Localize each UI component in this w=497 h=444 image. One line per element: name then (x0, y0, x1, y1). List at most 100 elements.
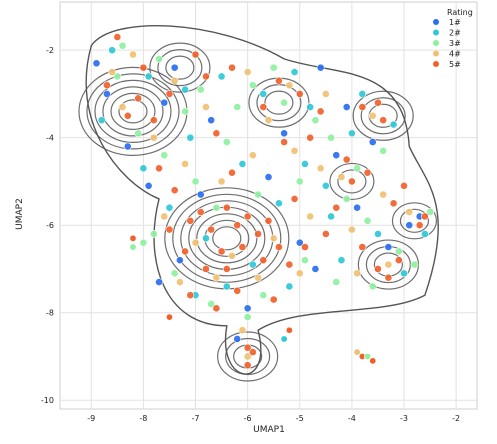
x-tick-label: -3 (400, 414, 408, 423)
data-point (327, 212, 335, 221)
data-point (358, 103, 367, 111)
data-point (186, 133, 195, 142)
data-point (321, 90, 330, 98)
data-point (342, 155, 351, 164)
data-point (238, 243, 247, 251)
data-point (311, 265, 320, 273)
density-contour (357, 239, 419, 290)
outlier-point (364, 352, 372, 360)
x-tick-label: -7 (192, 414, 200, 423)
data-point (306, 103, 315, 111)
data-point (212, 304, 221, 313)
x-tick-label: -8 (139, 414, 147, 423)
plot-area (59, 1, 478, 410)
x-tick-label: -5 (296, 414, 304, 423)
data-point (202, 265, 210, 273)
data-point (332, 203, 341, 212)
data-point (103, 90, 111, 98)
data-point (207, 225, 216, 234)
data-point (92, 59, 101, 68)
data-point (275, 243, 283, 251)
data-point (311, 116, 320, 125)
data-point (280, 98, 289, 107)
density-contour (217, 331, 279, 382)
density-contour (118, 99, 148, 124)
density-contour (264, 90, 294, 115)
data-point (347, 177, 356, 186)
data-point (259, 291, 268, 300)
data-point (149, 116, 158, 125)
data-point (222, 203, 231, 212)
data-point (420, 230, 429, 238)
data-point (165, 90, 174, 98)
data-point (321, 230, 330, 238)
data-point (113, 72, 122, 81)
data-point (285, 81, 294, 90)
y-tick-label: -4 (46, 134, 54, 143)
data-point (368, 282, 377, 291)
data-point (384, 273, 393, 282)
density-contour (225, 337, 271, 376)
outlier-point (129, 243, 137, 251)
data-point (181, 160, 189, 168)
data-point (212, 203, 221, 212)
density-contour (94, 79, 172, 144)
data-point (280, 138, 289, 146)
data-point (243, 212, 252, 221)
data-point (332, 151, 341, 160)
data-point (196, 85, 205, 94)
data-point (254, 273, 262, 282)
data-point (170, 76, 179, 85)
legend-marker (432, 50, 440, 57)
data-point (139, 238, 148, 247)
density-contour (86, 73, 180, 150)
legend-marker (432, 60, 440, 68)
data-point (368, 138, 377, 146)
data-point (374, 230, 382, 238)
data-point (259, 90, 268, 98)
data-point (374, 98, 382, 107)
legend-label: 3# (449, 39, 461, 48)
data-point (275, 76, 283, 85)
data-point (207, 300, 216, 308)
data-point (347, 225, 356, 234)
data-point (337, 173, 346, 181)
legend-label: 5# (449, 60, 461, 69)
data-point (410, 260, 419, 269)
density-contour (149, 42, 211, 93)
data-point (379, 146, 388, 155)
data-point (394, 247, 403, 256)
y-axis-label: UMAP2 (15, 198, 25, 230)
data-point (316, 164, 325, 173)
data-point (384, 260, 393, 269)
data-point (301, 256, 309, 265)
data-point (420, 212, 429, 221)
data-point (306, 133, 315, 142)
density-contour (172, 193, 282, 283)
data-point (222, 265, 231, 273)
data-point (301, 243, 309, 251)
data-point (363, 168, 372, 177)
data-point (269, 295, 278, 304)
data-point (243, 343, 252, 352)
data-point (123, 142, 132, 151)
data-point (196, 190, 205, 199)
x-tick-label: -4 (348, 414, 356, 423)
data-point (394, 256, 403, 265)
data-point (202, 234, 210, 243)
data-point (202, 103, 210, 111)
data-point (238, 160, 247, 168)
legend-marker (432, 29, 440, 36)
data-point (321, 181, 330, 190)
outlier-point (280, 335, 288, 343)
data-point (306, 212, 315, 221)
data-point (139, 164, 148, 173)
data-point (155, 54, 163, 63)
data-point (155, 164, 163, 173)
data-point (295, 177, 304, 186)
data-point (170, 186, 179, 195)
data-point (248, 348, 257, 357)
y-tick-label: -2 (46, 46, 54, 55)
density-outer-contour (85, 25, 439, 375)
data-point (275, 199, 283, 208)
